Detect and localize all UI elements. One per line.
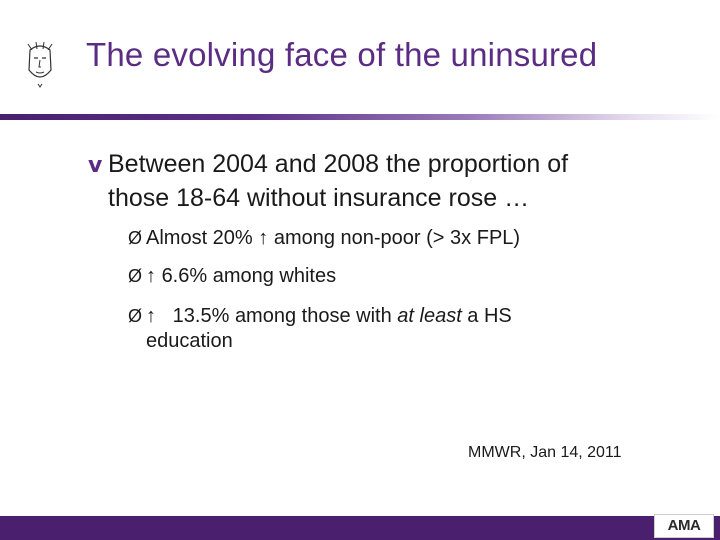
sub-bullet-3: Ø ↑ 13.5% among those with at least a HS … [128,304,628,354]
title-divider [0,114,720,120]
footer-bar [0,516,720,540]
arrow-bullet-icon: Ø [128,266,143,286]
sub-bullet-3-continuation: education [146,330,233,352]
sub-bullet-2: Ø ↑ 6.6% among whites [128,264,628,289]
arrow-bullet-icon: Ø [128,228,143,248]
ama-logo: AMA [654,514,714,538]
sub-bullet-3-text-after: a HS [461,305,512,327]
sub-bullet-2-text: 6.6% among whites [161,265,337,287]
main-bullet-line-2: those 18-64 without insurance rose … [108,184,530,212]
up-arrow-icon: ↑ [146,265,156,287]
main-bullet-line-1: Between 2004 and 2008 the proportion of [108,150,569,178]
main-bullet: v Between 2004 and 2008 the proportion of… [88,148,688,214]
arrow-bullet-icon: Ø [128,306,143,326]
face-sketch-icon [27,41,53,88]
up-arrow-icon: ↑ [146,305,156,327]
diamond-bullet-icon: v [88,153,103,178]
slide-title: The evolving face of the uninsured [86,36,598,73]
sub-bullet-1: Ø Almost 20% ↑ among non-poor (> 3x FPL) [128,226,628,251]
citation: MMWR, Jan 14, 2011 [468,444,622,461]
sub-bullet-3-text-italic: at least [397,305,462,327]
sub-bullet-3-text-before: 13.5% among those with [172,305,398,327]
sub-bullet-1-text: Almost 20% ↑ among non-poor (> 3x FPL) [146,227,521,249]
